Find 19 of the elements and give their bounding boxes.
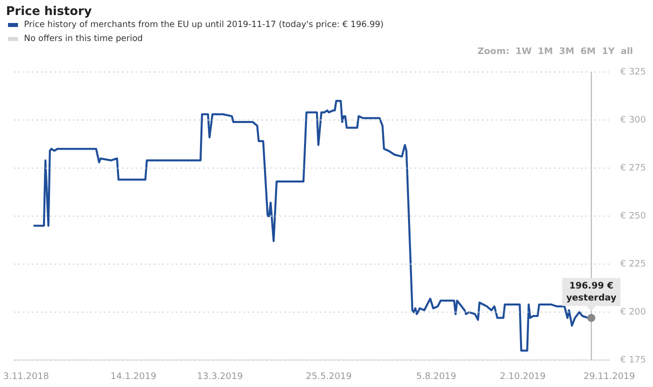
y-tick-label: € 200 — [620, 308, 646, 318]
x-tick-label: 2.10.2019 — [500, 372, 546, 382]
chart-title: Price history — [6, 4, 92, 18]
annotation: 196.99 € yesterday — [566, 281, 617, 304]
y-tick-label: € 325 — [620, 67, 646, 78]
y-tick-label: € 225 — [620, 259, 646, 270]
x-tick-label: 13.3.2019 — [197, 372, 244, 382]
x-tick-label: 5.8.2019 — [416, 372, 457, 382]
text: Zoom: 1W 1M 3M 6M 1Y all — [477, 47, 633, 57]
y-tick-label: € 250 — [620, 211, 646, 222]
legend-label: No offers in this time period — [24, 34, 143, 44]
y-tick-label: € 275 — [620, 163, 646, 174]
x-tick-label: 3.11.2018 — [3, 372, 50, 382]
y-tick-label: € 175 — [620, 356, 646, 366]
x-tick-label: 25.5.2019 — [306, 372, 352, 382]
x-tick-label: 14.1.2019 — [110, 372, 157, 382]
y-tick-label: € 300 — [620, 115, 646, 126]
x-tick-label: 29.11.2019 — [583, 372, 636, 382]
legend-label: Price history of merchants from the EU up until 2019-11-17 (today's price: € 196.99) — [24, 20, 384, 30]
